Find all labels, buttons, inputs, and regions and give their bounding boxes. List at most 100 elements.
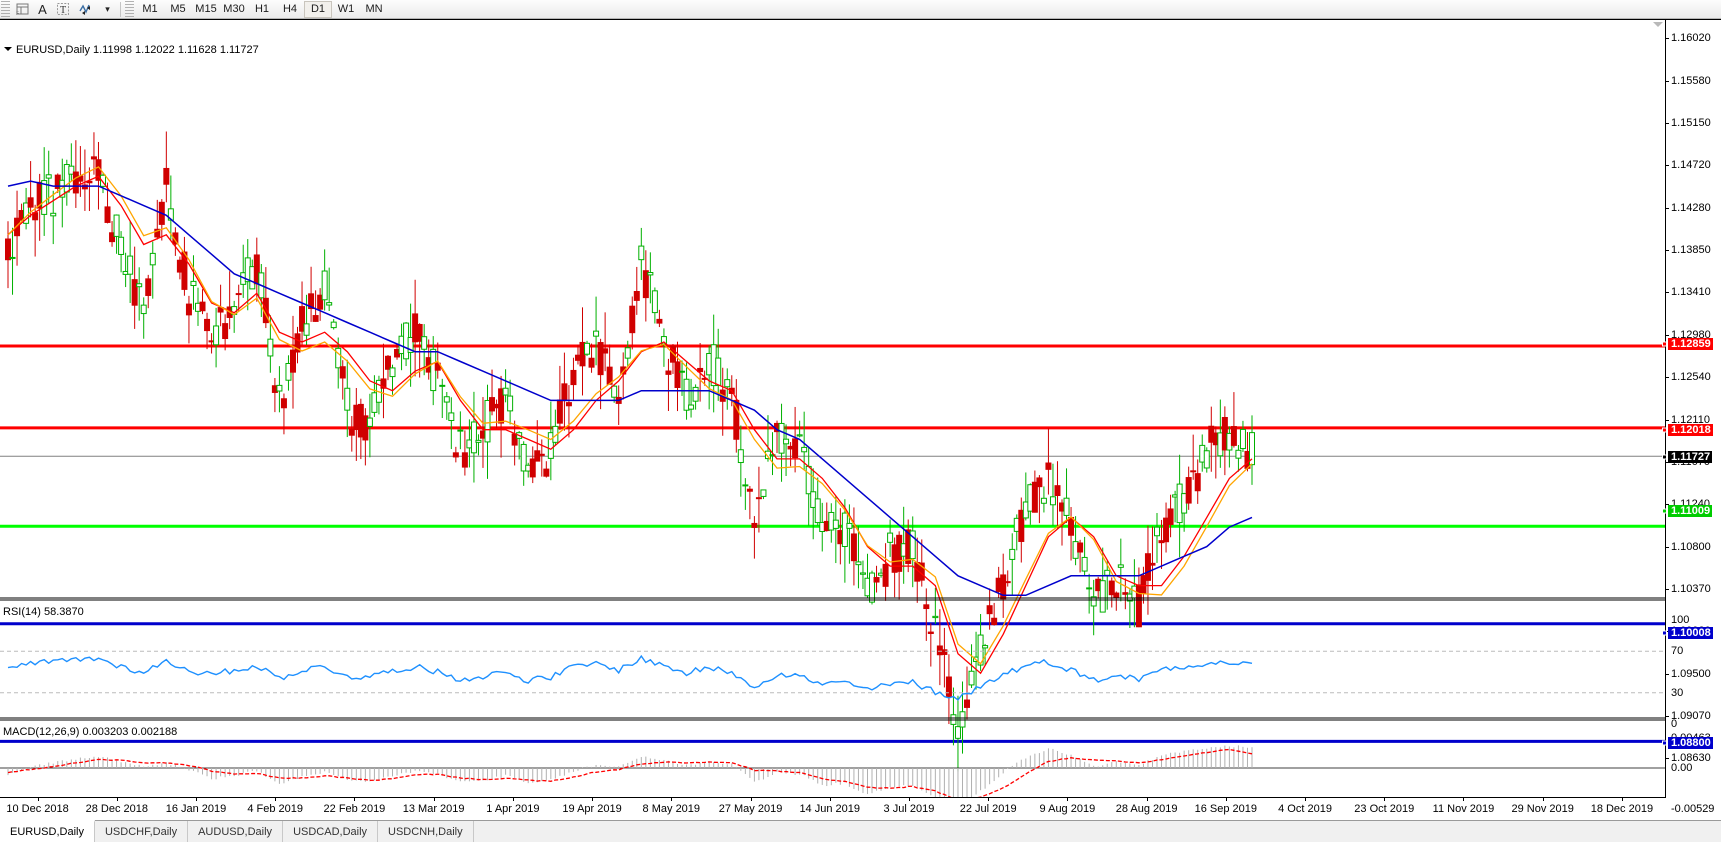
chart-tab-audusd[interactable]: AUDUSD,Daily (188, 821, 284, 842)
candle-body (448, 412, 455, 421)
price-tag-drag-handle[interactable] (1662, 454, 1667, 460)
text-label-icon[interactable]: A (38, 1, 47, 17)
candle-body (746, 488, 753, 492)
toolbar-drag-handle[interactable] (1, 0, 10, 18)
toolbar-divider (120, 1, 121, 17)
candle-body (986, 605, 993, 615)
price-axis-label: 1.14720 (1671, 159, 1711, 171)
candle-body (887, 532, 894, 543)
candle-body (362, 415, 369, 441)
chart-context-arrow-icon[interactable] (4, 47, 12, 51)
candle-body (299, 306, 306, 332)
candle-body (520, 443, 527, 472)
date-axis-label: 3 Jul 2019 (883, 803, 935, 815)
macd-indicator-header: MACD(12,26,9) 0.003203 0.002188 (3, 726, 178, 738)
candle-body (289, 349, 296, 373)
candle-body (389, 367, 396, 378)
timeframe-toolbar-drag-handle[interactable] (125, 0, 134, 18)
timeframe-button-m30[interactable]: M30 (223, 3, 245, 15)
macd-axis-label: -0.00529 (1671, 803, 1715, 815)
candle-body (570, 369, 577, 386)
candle-body (873, 577, 880, 583)
candle-body (104, 206, 111, 223)
candle-body (380, 378, 387, 389)
price-tag-resistance-2[interactable]: 1.12018 (1662, 424, 1713, 436)
price-plot-region[interactable] (0, 20, 1666, 819)
candle-body (321, 270, 328, 301)
candle-body (1081, 556, 1088, 572)
candle-body (778, 422, 785, 454)
price-tag-drag-handle[interactable] (1662, 508, 1667, 514)
date-axis-tick (1305, 798, 1307, 801)
candle-body (1185, 477, 1192, 504)
candle-body (968, 670, 975, 686)
chart-canvas-area[interactable]: EURUSD,Daily 1.11998 1.12022 1.11628 1.1… (0, 19, 1721, 819)
text-box-icon[interactable]: T (52, 1, 74, 18)
symbol-period-header: EURUSD,Daily 1.11998 1.12022 1.11628 1.1… (16, 44, 259, 56)
candle-body (805, 465, 812, 495)
candle-body (127, 255, 134, 275)
price-tag-resistance-1[interactable]: 1.12859 (1662, 338, 1713, 350)
indicators-dropdown-arrow-icon[interactable]: ▾ (105, 3, 110, 14)
candle-body (801, 446, 808, 453)
candle-body (882, 563, 889, 587)
candle-body (72, 171, 79, 194)
price-tag-drag-handle[interactable] (1662, 630, 1667, 636)
chart-tab-usdcad[interactable]: USDCAD,Daily (283, 821, 379, 842)
date-axis-label: 23 Oct 2019 (1354, 803, 1415, 815)
timeframe-button-m1[interactable]: M1 (142, 3, 158, 15)
ma-mid-line (7, 166, 1253, 665)
chart-drawing-surface (0, 131, 1665, 809)
price-axis-tick (1666, 165, 1669, 166)
template-icon[interactable]: F (12, 1, 33, 18)
candle-body (982, 645, 989, 649)
price-tag-drag-handle[interactable] (1662, 740, 1667, 746)
price-axis-tick (1666, 547, 1669, 548)
date-axis-label: 1 Apr 2019 (486, 803, 540, 815)
candle-body (1167, 508, 1174, 525)
chart-tab-usdcnh[interactable]: USDCNH,Daily (378, 821, 474, 842)
timeframe-button-d1[interactable]: D1 (304, 0, 332, 18)
price-tag-pivot-2[interactable]: 1.08800 (1662, 737, 1713, 749)
candle-body (443, 396, 450, 403)
timeframe-button-h1[interactable]: H1 (254, 3, 270, 15)
price-axis-tick (1666, 81, 1669, 82)
date-axis[interactable]: 10 Dec 2018 28 Dec 2018 16 Jan 2019 4 Feb 2… (0, 797, 1666, 819)
price-tag-drag-handle[interactable] (1662, 341, 1667, 347)
price-tag-support[interactable]: 1.11009 (1662, 505, 1713, 517)
timeframe-button-h4[interactable]: H4 (282, 3, 298, 15)
price-axis-label: 1.09500 (1671, 668, 1711, 680)
candle-body (90, 156, 97, 160)
chart-tab-eurusd[interactable]: EURUSD,Daily (0, 820, 95, 842)
timeframe-button-m5[interactable]: M5 (170, 3, 186, 15)
timeframe-button-mn[interactable]: MN (365, 3, 383, 15)
indicators-icon[interactable] (74, 1, 98, 18)
candle-body (181, 251, 188, 290)
candle-body (633, 290, 640, 301)
chart-tab-usdchf[interactable]: USDCHF,Daily (95, 821, 189, 842)
date-axis-label: 28 Aug 2019 (1115, 803, 1178, 815)
scroll-indicator-icon[interactable] (1653, 22, 1663, 27)
price-axis-tick (1666, 335, 1669, 336)
price-panel (0, 131, 1665, 772)
candle-body (308, 293, 315, 310)
candle-body (792, 438, 799, 459)
timeframe-button-m15[interactable]: M15 (195, 3, 217, 15)
candle-body (1086, 587, 1093, 590)
price-tag-current[interactable]: 1.11727 (1662, 451, 1713, 463)
candle-body (348, 428, 355, 436)
candle-body (597, 342, 604, 376)
price-tag-pivot-1[interactable]: 1.10008 (1662, 627, 1713, 639)
candle-body (697, 367, 704, 373)
candle-body (547, 432, 554, 459)
candle-body (647, 272, 654, 276)
candle-body (41, 180, 48, 215)
candle-body (407, 336, 414, 353)
price-tag-drag-handle[interactable] (1662, 427, 1667, 433)
price-axis[interactable]: 1.16020 1.15580 1.15150 1.14720 1.14280 1.138… (1662, 20, 1721, 819)
candle-body (1149, 562, 1156, 566)
rsi-axis-label: 70 (1671, 645, 1684, 657)
timeframe-button-w1[interactable]: W1 (337, 3, 355, 15)
candle-body (692, 386, 699, 402)
candle-body (679, 370, 686, 373)
